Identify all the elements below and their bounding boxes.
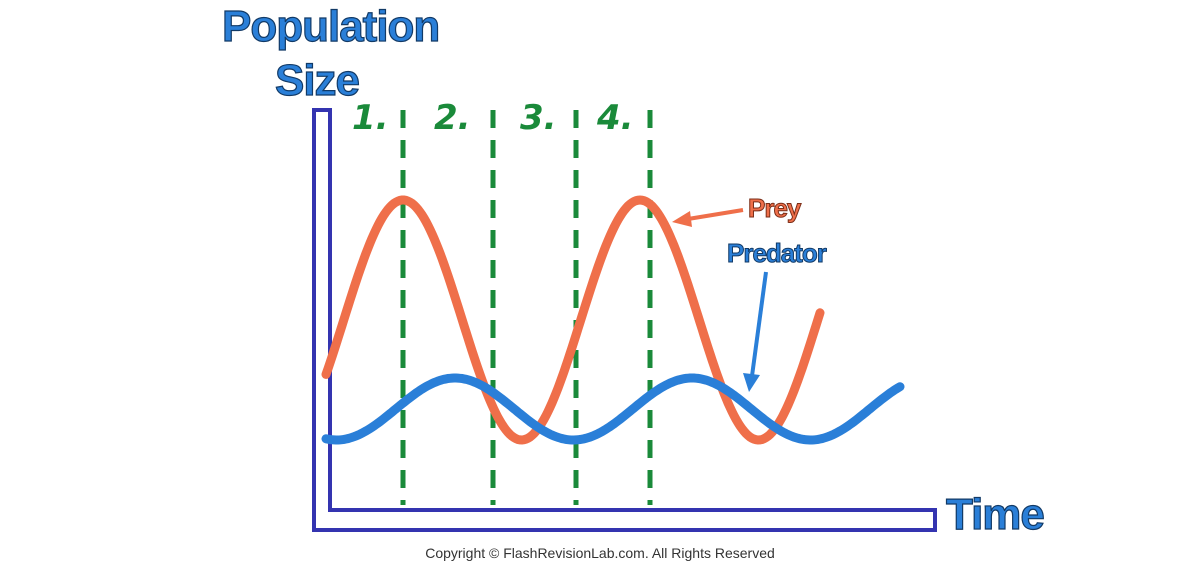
predator-label: Predator: [727, 238, 828, 269]
phase-label: 2.: [434, 98, 471, 138]
predator-curve: [321, 373, 905, 445]
predator-arrow: [743, 271, 768, 392]
footer: Copyright © FlashRevisionLab.com. All Ri…: [425, 545, 775, 561]
phase-label: 3.: [520, 98, 557, 138]
phase-label: 1.: [352, 98, 389, 138]
prey-curve: [321, 195, 825, 445]
axes: [312, 108, 937, 532]
prey-label: Prey: [747, 193, 801, 224]
y-axis-label: Population Size: [221, 1, 441, 105]
phase-label: 4.: [597, 98, 634, 138]
prey-arrow: [672, 208, 744, 227]
x-axis-label: Time: [945, 489, 1045, 539]
phase-lines: [400, 110, 653, 505]
